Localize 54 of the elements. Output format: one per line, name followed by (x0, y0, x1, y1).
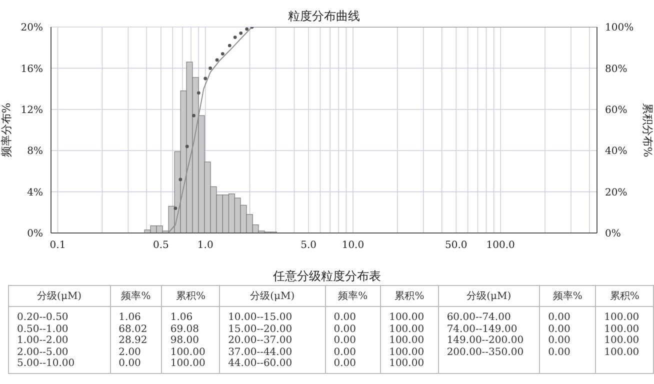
point (228, 44, 232, 48)
text: 频率% (110, 286, 162, 306)
point (245, 27, 249, 31)
text: 10.00--15.00 15.00--20.00 20.00--37.00 37.00--44.00 44.00--60.00 (220, 306, 326, 374)
text: 0.00 0.00 0.00 0.00 0.00 (325, 306, 381, 374)
text: 1.06 68.02 28.92 2.00 0.00 (110, 306, 162, 374)
x-tick-label: 100.0 (486, 240, 515, 252)
point (192, 114, 196, 118)
y-tick-label: 20% (20, 22, 43, 34)
y2-tick-label: 40% (605, 146, 628, 158)
point (220, 52, 224, 56)
point (208, 66, 212, 70)
text: 60.00--74.00 74.00--149.00 149.00--200.00 200.00--350.00 (438, 306, 540, 374)
y-tick-label: 0% (27, 228, 43, 240)
text: 分级(μM) (8, 286, 110, 306)
point (178, 178, 182, 182)
y-tick-label: 8% (27, 146, 43, 158)
text: 0.20--0.50 0.50--1.00 1.00--2.00 2.00--5.00 5.00--10.00 (8, 306, 110, 374)
chart-title: 粒度分布曲线 (287, 8, 361, 25)
y2-tick-label: 80% (605, 64, 628, 75)
x-tick-label: 0.1 (50, 240, 66, 252)
point (196, 91, 200, 95)
x-tick-label: 10.0 (342, 240, 364, 252)
y-tick-label: 12% (20, 104, 43, 116)
point (185, 144, 189, 148)
point (239, 31, 243, 35)
text: 100.00 100.00 100.00 100.00 100.00 (380, 306, 438, 374)
text: 1.06 69.08 98.00 100.00 100.00 (162, 306, 220, 374)
y-axis-title: 频率分布% (0, 102, 13, 158)
x-tick-label: 0.5 (152, 240, 169, 252)
text: 0.00 0.00 0.00 0.00 (540, 306, 596, 374)
point (215, 58, 219, 62)
text: 100.00 100.00 100.00 100.00 (596, 306, 654, 374)
text: 频率% (325, 286, 381, 306)
y-tick-label: 16% (20, 64, 43, 75)
text: 累积% (596, 286, 654, 306)
x-tick-label: 5.0 (300, 240, 316, 252)
y2-tick-label: 60% (605, 104, 628, 116)
text: 分级(μM) (220, 286, 326, 306)
text: 任意分级粒度分布表 (272, 268, 382, 285)
y-tick-label: 4% (27, 187, 43, 198)
text: 累积% (380, 286, 438, 306)
text: 频率% (540, 286, 596, 306)
y2-axis-title: 累积分布% (641, 102, 654, 158)
text: 累积% (162, 286, 220, 306)
point (174, 206, 178, 210)
x-tick-label: 50.0 (445, 240, 468, 252)
y2-tick-label: 20% (605, 187, 628, 198)
text: 分级(μM) (438, 286, 540, 306)
point (204, 76, 208, 80)
y2-tick-label: 100% (605, 22, 634, 34)
y2-tick-label: 0% (605, 228, 621, 240)
point (233, 36, 237, 39)
x-tick-label: 1.0 (197, 240, 214, 252)
